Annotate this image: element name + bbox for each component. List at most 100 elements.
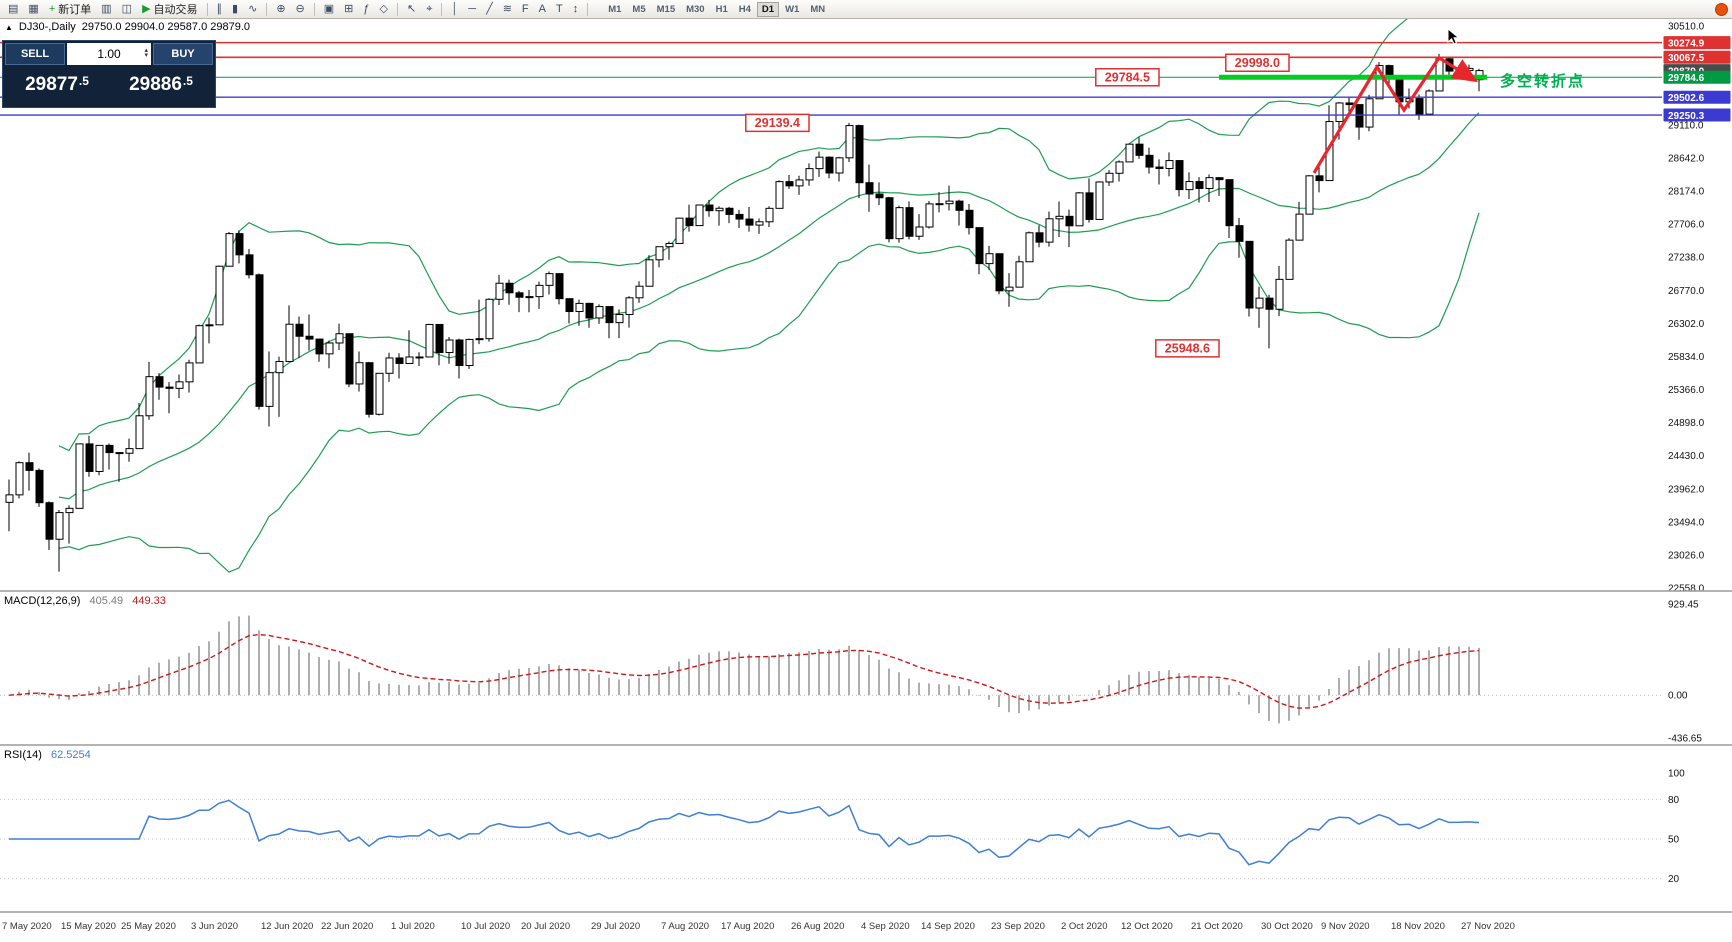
price-callout[interactable]: 29139.4 <box>745 113 810 133</box>
rsi-line <box>9 799 1480 866</box>
fibonacci-tool-button[interactable]: F <box>518 1 533 17</box>
tile-windows-button[interactable]: ▣ <box>320 1 338 17</box>
indicators-button[interactable]: ƒ <box>359 1 373 17</box>
trend-arrow[interactable] <box>1312 55 1479 174</box>
lot-value[interactable]: 1.00 <box>97 47 121 61</box>
chart-symbol-period: DJ30-,Daily <box>18 21 76 33</box>
price-callout[interactable]: 25948.6 <box>1155 339 1220 358</box>
bar-chart-mode-button[interactable]: ∥ <box>213 1 227 17</box>
svg-text:23 Sep 2020: 23 Sep 2020 <box>991 921 1045 932</box>
line-chart-mode-button[interactable]: ∿ <box>244 1 261 17</box>
svg-text:3 Jun 2020: 3 Jun 2020 <box>191 921 238 932</box>
text-tool-icon: A <box>538 3 546 15</box>
lot-decrease-icon[interactable]: ▾ <box>144 52 148 59</box>
svg-text:28174.0: 28174.0 <box>1668 187 1705 198</box>
chart-profiles-button[interactable]: ▦ <box>24 1 42 17</box>
svg-text:10 Jul 2020: 10 Jul 2020 <box>461 921 510 932</box>
templates-icon: ⊞ <box>344 3 354 15</box>
auto-trading-button[interactable]: ▶ 自动交易 <box>138 1 201 17</box>
svg-text:25 May 2020: 25 May 2020 <box>121 921 176 932</box>
price-axis[interactable]: 30510.0 29110.0 28642.0 28174.0 27706.0 27238… <box>1663 22 1731 595</box>
timeframe-mn-button[interactable]: MN <box>805 2 830 17</box>
indicators-icon: ƒ <box>363 3 370 15</box>
timeframe-h1-button[interactable]: H1 <box>711 2 733 17</box>
macd-main-value: 405.49 <box>89 595 124 607</box>
pivot-annotation-text[interactable]: 多空转折点 <box>1500 73 1586 90</box>
horizontal-line-objects <box>0 41 1662 116</box>
label-tool-button[interactable]: T <box>552 1 567 17</box>
new-chart-button[interactable]: ▤ <box>4 1 22 17</box>
timeframe-d1-button[interactable]: D1 <box>756 1 780 17</box>
notification-icon[interactable] <box>1715 2 1728 16</box>
svg-text:50: 50 <box>1668 835 1680 846</box>
svg-text:30 Oct 2020: 30 Oct 2020 <box>1261 921 1313 932</box>
rsi-panel: 100 80 50 20 <box>0 769 1685 885</box>
arrows-tool-button[interactable]: ↕ <box>569 1 583 17</box>
market-watch-button[interactable]: ▥ <box>97 1 115 17</box>
zoom-in-button[interactable]: ⊕ <box>272 1 289 17</box>
zoom-out-icon: ⊖ <box>295 3 305 15</box>
horizontal-line-tool-button[interactable]: ─ <box>464 1 480 17</box>
price-callout[interactable]: 29784.5 <box>1095 68 1160 87</box>
timeframe-w1-button[interactable]: W1 <box>780 2 804 17</box>
candle-chart-mode-icon: ▮ <box>232 3 239 15</box>
price-callout[interactable]: 29998.0 <box>1225 53 1290 73</box>
chart-ohlc: 29750.0 29904.0 29587.0 29879.0 <box>81 21 250 33</box>
cursor-tool-icon: ↖ <box>406 3 417 15</box>
timeframe-m30-button[interactable]: M30 <box>681 2 709 17</box>
svg-text:28642.0: 28642.0 <box>1668 154 1705 165</box>
macd-panel-label: MACD(12,26,9) 405.49 449.33 <box>4 595 166 607</box>
channel-tool-button[interactable]: ≋ <box>499 1 516 17</box>
svg-text:23026.0: 23026.0 <box>1668 550 1705 561</box>
toolbar-separator <box>266 2 268 16</box>
data-window-button[interactable]: ◫ <box>118 1 136 17</box>
timeframe-m1-button[interactable]: M1 <box>603 2 626 17</box>
candle-chart-mode-button[interactable]: ▮ <box>228 1 242 17</box>
time-axis[interactable]: 7 May 2020 15 May 2020 25 May 2020 3 Jun 20… <box>2 921 1515 932</box>
horizontal-line-tool-icon: ─ <box>468 3 477 15</box>
buy-price[interactable]: 29886.5 <box>109 65 213 105</box>
rsi-panel-label: RSI(14) 62.5254 <box>4 749 91 761</box>
market-watch-icon: ▥ <box>101 3 112 15</box>
crosshair-tool-button[interactable]: ⌖ <box>422 1 436 17</box>
axis-price-badge: 30067.5 <box>1663 50 1731 64</box>
timeframe-m15-button[interactable]: M15 <box>652 2 680 17</box>
sell-price-main: 29877 <box>25 74 78 95</box>
lot-spinner[interactable]: ▴ ▾ <box>144 47 148 59</box>
lot-increase-icon[interactable]: ▴ <box>144 47 148 54</box>
axis-price-badge: 30274.9 <box>1663 36 1731 49</box>
cursor-tool-button[interactable]: ↖ <box>403 1 420 17</box>
svg-text:24430.0: 24430.0 <box>1668 451 1705 462</box>
oneclick-toggle-icon[interactable]: ▲ <box>5 22 13 32</box>
text-tool-button[interactable]: A <box>535 1 550 17</box>
svg-text:-436.65: -436.65 <box>1668 734 1702 745</box>
trendline-tool-button[interactable]: ╱ <box>482 1 497 17</box>
svg-text:25366.0: 25366.0 <box>1668 385 1705 396</box>
svg-text:29502.6: 29502.6 <box>1668 93 1705 104</box>
bollinger-bands <box>58 19 1480 573</box>
svg-text:17 Aug 2020: 17 Aug 2020 <box>721 921 774 932</box>
sell-button[interactable]: SELL <box>5 43 65 65</box>
timeframe-h4-button[interactable]: H4 <box>734 2 756 17</box>
timeframe-m5-button[interactable]: M5 <box>627 2 650 17</box>
new-order-button[interactable]: + 新订单 <box>45 1 95 17</box>
zoom-out-button[interactable]: ⊖ <box>292 1 309 17</box>
svg-text:24898.0: 24898.0 <box>1668 418 1705 429</box>
vertical-line-tool-button[interactable]: │ <box>447 1 462 17</box>
svg-text:29784.5: 29784.5 <box>1105 70 1150 84</box>
sell-price[interactable]: 29877.5 <box>5 65 109 105</box>
fibonacci-tool-icon: F <box>521 3 529 15</box>
arrows-tool-icon: ↕ <box>572 3 579 15</box>
svg-text:29784.6: 29784.6 <box>1668 73 1705 84</box>
svg-text:929.45: 929.45 <box>1668 600 1699 611</box>
templates-button[interactable]: ⊞ <box>340 1 357 17</box>
buy-price-main: 29886 <box>129 74 182 95</box>
mouse-cursor <box>1447 27 1461 45</box>
svg-text:30274.9: 30274.9 <box>1668 38 1705 49</box>
lot-size-field[interactable]: 1.00 ▴ ▾ <box>67 43 151 65</box>
new-chart-icon: ▤ <box>8 3 19 15</box>
buy-button[interactable]: BUY <box>153 43 213 65</box>
periods-button[interactable]: ◇ <box>376 1 392 17</box>
auto-trading-label: 自动交易 <box>153 4 198 16</box>
